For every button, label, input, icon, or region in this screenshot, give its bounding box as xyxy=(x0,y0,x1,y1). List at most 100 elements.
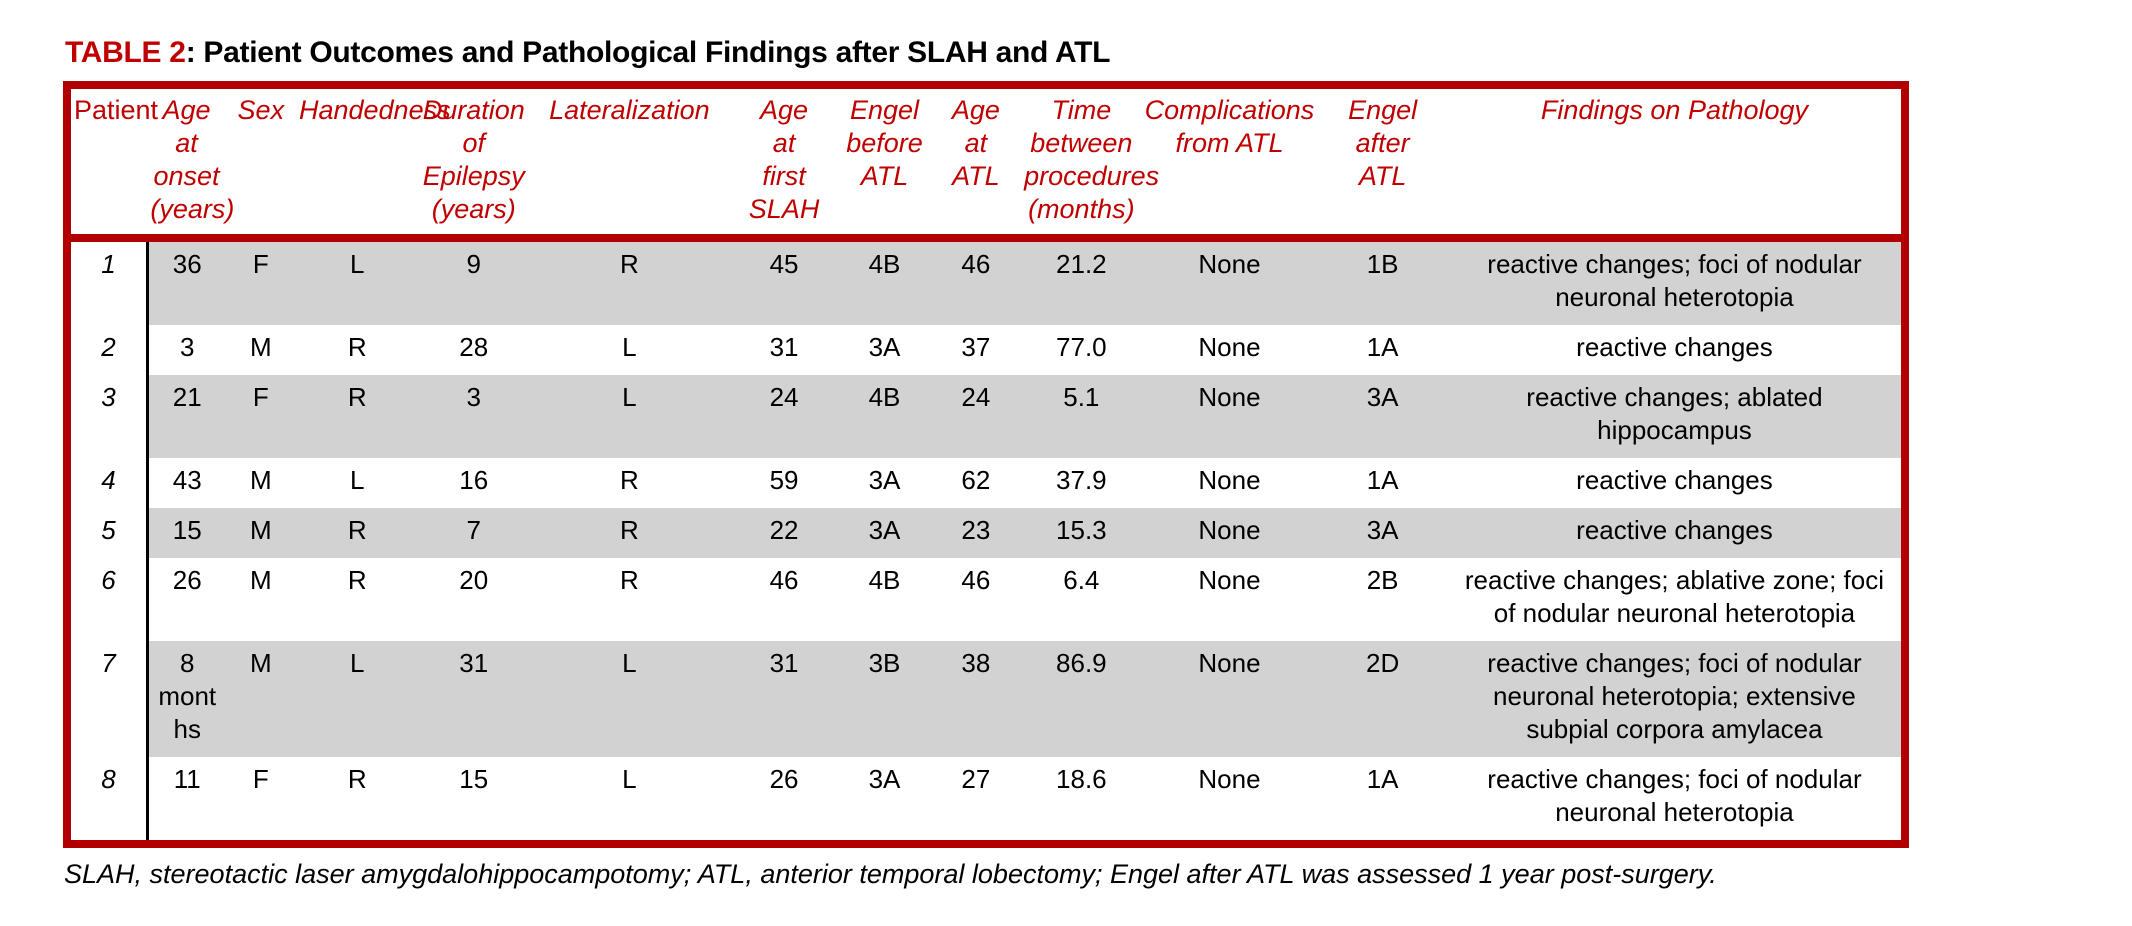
cell-engel-after-atl: 1A xyxy=(1366,332,1399,362)
cell-complications-from-atl: None xyxy=(1198,565,1261,595)
cell-engel-after-atl: 3A xyxy=(1317,375,1448,458)
cell-engel-before-atl: 4B xyxy=(868,565,901,595)
cell-handedness: R xyxy=(347,565,367,595)
cell-engel-after-atl: 2D xyxy=(1317,641,1448,757)
cell-age-at-atl: 24 xyxy=(930,375,1022,458)
cell-age-at-first-slah: 22 xyxy=(729,508,839,558)
table-number-label: TABLE 2 xyxy=(65,36,186,69)
cell-time-between-procedures: 15.3 xyxy=(1021,508,1142,558)
cell-handedness: R xyxy=(295,508,419,558)
cell-complications-from-atl: None xyxy=(1198,764,1261,794)
cell-handedness: L xyxy=(295,641,419,757)
cell-duration-of-epilepsy: 16 xyxy=(459,465,489,495)
cell-age-at-onset: 8 months xyxy=(147,641,226,757)
table-footnote: SLAH, stereotactic laser amygdalohippoca… xyxy=(64,859,1717,889)
cell-time-between-procedures: 6.4 xyxy=(1063,565,1100,595)
cell-time-between-procedures: 86.9 xyxy=(1021,641,1142,757)
cell-complications-from-atl: None xyxy=(1141,641,1318,757)
cell-patient: 1 xyxy=(67,238,149,325)
cell-age-at-first-slah: 59 xyxy=(769,465,799,495)
cell-age-at-atl: 46 xyxy=(930,238,1022,325)
cell-age-at-first-slah: 31 xyxy=(769,332,799,362)
cell-age-at-atl: 62 xyxy=(961,465,991,495)
cell-age-at-atl: 27 xyxy=(961,764,991,794)
cell-age-at-atl: 23 xyxy=(930,508,1022,558)
cell-age-at-onset: 3 xyxy=(180,332,195,362)
cell-engel-before-atl: 4B xyxy=(838,238,931,325)
header-cell-age-at-onset: Age at onset (years) xyxy=(150,95,235,224)
cell-sex: M xyxy=(225,508,296,558)
table-row: 3 21 F R 3 L 24 4B 24 5.1 None 3A reactive changes; … xyxy=(67,375,1905,458)
cell-sex: M xyxy=(249,565,272,595)
table-row: 8 11 F R 15 L 26 3A 27 18.6 None 1A reactive changes… xyxy=(67,757,1905,844)
header-cell-findings-on-pathology: Findings on Pathology xyxy=(1540,95,1809,125)
header-cell-handedness: Handedness xyxy=(298,95,451,125)
cell-age-at-onset: 36 xyxy=(147,238,226,325)
cell-duration-of-epilepsy: 7 xyxy=(418,508,529,558)
cell-engel-after-atl: 2B xyxy=(1366,565,1399,595)
cell-patient: 6 xyxy=(67,558,149,641)
cell-findings-on-pathology: reactive changes; ablated hippocampus xyxy=(1447,375,1905,458)
cell-findings-on-pathology: reactive changes; foci of nodular neuron… xyxy=(1487,764,1862,827)
cell-time-between-procedures: 37.9 xyxy=(1056,465,1107,495)
header-cell-age-at-atl: Age at ATL xyxy=(951,95,1000,191)
cell-engel-before-atl: 3A xyxy=(868,332,901,362)
patient-outcomes-table: Patient Age at onset (years) Sex Handedness… xyxy=(63,81,1909,848)
header-cell-engel-after-atl: Engel after ATL xyxy=(1348,95,1418,191)
cell-findings-on-pathology: reactive changes xyxy=(1576,465,1773,495)
header-cell-duration-of-epilepsy: Duration of Epilepsy (years) xyxy=(422,95,525,224)
cell-time-between-procedures: 5.1 xyxy=(1021,375,1142,458)
cell-age-at-first-slah: 46 xyxy=(769,565,799,595)
cell-engel-before-atl: 3A xyxy=(868,764,901,794)
cell-engel-before-atl: 4B xyxy=(838,375,931,458)
cell-complications-from-atl: None xyxy=(1141,508,1318,558)
cell-patient: 8 xyxy=(67,757,149,844)
header-cell-age-at-first-slah: Age at first SLAH xyxy=(748,95,820,224)
cell-duration-of-epilepsy: 28 xyxy=(459,332,489,362)
cell-lateralization: L xyxy=(528,375,730,458)
cell-engel-before-atl: 3B xyxy=(838,641,931,757)
cell-age-at-onset: 26 xyxy=(172,565,202,595)
cell-age-at-first-slah: 45 xyxy=(729,238,839,325)
cell-age-at-onset: 21 xyxy=(147,375,226,458)
table-title: TABLE 2: Patient Outcomes and Pathologic… xyxy=(65,36,1911,70)
cell-patient: 5 xyxy=(67,508,149,558)
cell-complications-from-atl: None xyxy=(1198,332,1261,362)
cell-duration-of-epilepsy: 20 xyxy=(459,565,489,595)
cell-engel-after-atl: 3A xyxy=(1317,508,1448,558)
cell-age-at-atl: 38 xyxy=(930,641,1022,757)
table-row: 1 36 F L 9 R 45 4B 46 21.2 None 1B reactive changes;… xyxy=(67,238,1905,325)
cell-lateralization: R xyxy=(620,465,639,495)
cell-sex: M xyxy=(225,641,296,757)
cell-engel-after-atl: 1A xyxy=(1366,764,1399,794)
cell-handedness: R xyxy=(347,332,367,362)
cell-lateralization: L xyxy=(622,332,637,362)
cell-age-at-onset: 11 xyxy=(173,764,201,794)
cell-age-at-atl: 46 xyxy=(961,565,991,595)
header-row: Patient Age at onset (years) Sex Handedness… xyxy=(67,85,1905,238)
cell-duration-of-epilepsy: 31 xyxy=(418,641,529,757)
cell-age-at-onset: 43 xyxy=(172,465,202,495)
cell-handedness: R xyxy=(347,764,367,794)
cell-time-between-procedures: 18.6 xyxy=(1056,764,1107,794)
cell-age-at-first-slah: 26 xyxy=(769,764,799,794)
cell-age-at-first-slah: 24 xyxy=(729,375,839,458)
cell-findings-on-pathology: reactive changes xyxy=(1447,508,1905,558)
cell-complications-from-atl: None xyxy=(1198,465,1261,495)
header-cell-time-between-procedures: Time between procedures (months) xyxy=(1024,95,1160,224)
cell-complications-from-atl: None xyxy=(1141,238,1318,325)
table-row: 5 15 M R 7 R 22 3A 23 15.3 None 3A reactive changes xyxy=(67,508,1905,558)
cell-sex: M xyxy=(249,465,272,495)
cell-patient: 7 xyxy=(67,641,149,757)
cell-patient: 3 xyxy=(67,375,149,458)
cell-engel-after-atl: 1B xyxy=(1317,238,1448,325)
cell-duration-of-epilepsy: 15 xyxy=(459,764,489,794)
table-body: 1 36 F L 9 R 45 4B 46 21.2 None 1B reactive changes;… xyxy=(67,238,1905,844)
table-row: 2 3 M R 28 L 31 3A 37 77.0 None 1A reactive changes xyxy=(67,325,1905,375)
cell-findings-on-pathology: reactive changes xyxy=(1576,332,1773,362)
cell-lateralization: R xyxy=(528,508,730,558)
cell-patient: 4 xyxy=(67,458,149,508)
cell-sex: F xyxy=(225,375,296,458)
document-page: TABLE 2: Patient Outcomes and Pathologic… xyxy=(63,36,1911,890)
cell-lateralization: L xyxy=(622,764,637,794)
